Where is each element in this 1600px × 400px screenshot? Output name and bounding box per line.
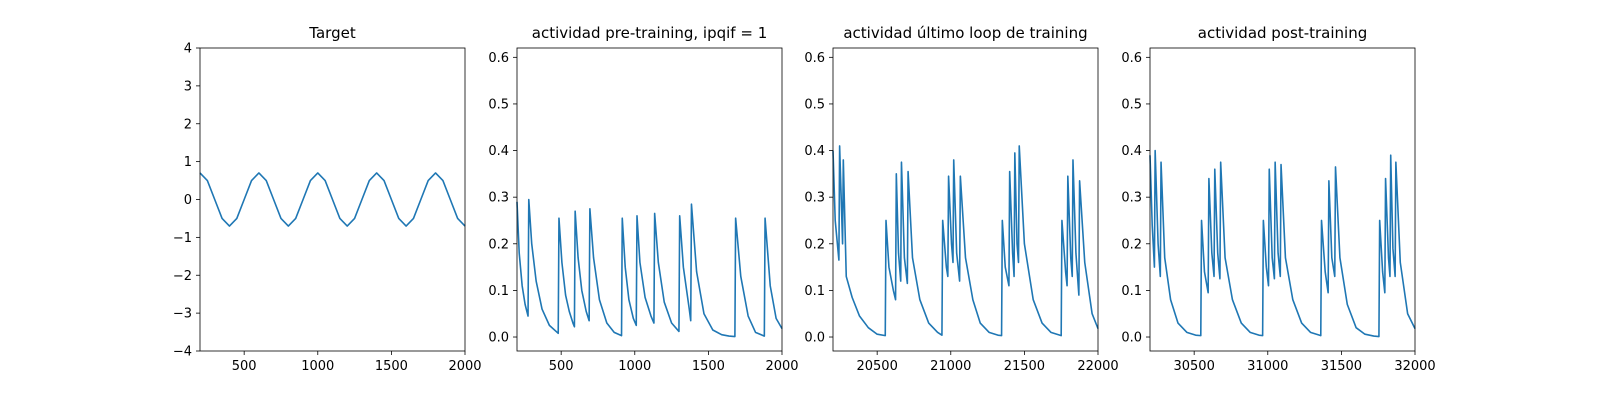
y-tick-label: 0.1 <box>1121 284 1142 299</box>
y-tick-label: 0.6 <box>804 51 825 66</box>
y-tick-label: 0.0 <box>488 331 509 346</box>
y-tick-label: 0.0 <box>804 331 825 346</box>
x-tick-label: 21500 <box>1004 359 1045 374</box>
series-line-1 <box>516 198 783 338</box>
axes-frame <box>832 47 1099 352</box>
y-tick-label: 0.6 <box>488 51 509 66</box>
x-tick-label: 500 <box>232 359 257 374</box>
x-tick-label: 32000 <box>1394 359 1435 374</box>
y-tick-label: 0.2 <box>488 237 509 252</box>
x-tick-label: 500 <box>549 359 574 374</box>
y-tick-label: 3 <box>184 79 192 94</box>
y-tick-label: −1 <box>173 231 192 246</box>
y-tick-label: 0.1 <box>804 284 825 299</box>
x-tick-label: 22000 <box>1077 359 1118 374</box>
y-tick-label: 0.3 <box>488 191 509 206</box>
subplot-2: 500 1000 1500 2000 0.0 0.1 0.2 0.3 0.4 0.5 0.6 acti… <box>488 24 798 374</box>
y-tick-label: 2 <box>184 117 192 132</box>
x-tick-label: 1000 <box>618 359 651 374</box>
x-tick-label: 1000 <box>301 359 334 374</box>
series-line-1 <box>1149 149 1416 338</box>
y-tick-label: −3 <box>173 307 192 322</box>
series-line-1 <box>199 172 466 227</box>
y-tick-label: −2 <box>173 269 192 284</box>
series-line-1 <box>832 145 1099 337</box>
y-tick-label: 0.1 <box>488 284 509 299</box>
x-tick-label: 30500 <box>1173 359 1214 374</box>
x-tick-label: 31000 <box>1247 359 1288 374</box>
y-tick-label: 0.4 <box>488 144 509 159</box>
y-tick-label: −4 <box>173 345 192 360</box>
y-tick-label: 0.4 <box>1121 144 1142 159</box>
y-tick-label: 0.6 <box>1121 51 1142 66</box>
x-tick-label: 31500 <box>1321 359 1362 374</box>
chart-title: actividad pre-training, ipqif = 1 <box>532 24 768 42</box>
axes-frame <box>516 47 783 352</box>
x-tick-label: 1500 <box>375 359 408 374</box>
chart-title: Target <box>308 24 356 42</box>
y-tick-label: 0.3 <box>1121 191 1142 206</box>
y-tick-label: 0 <box>184 193 192 208</box>
y-tick-label: 0.3 <box>804 191 825 206</box>
y-tick-label: 0.5 <box>488 97 509 112</box>
y-tick-label: 4 <box>184 42 192 57</box>
chart-title: actividad último loop de training <box>843 24 1087 42</box>
chart-title: actividad post-training <box>1198 24 1367 42</box>
axes-frame <box>1149 47 1416 352</box>
x-tick-label: 1500 <box>692 359 725 374</box>
subplot-3: 20500 21000 21500 22000 0.0 0.1 0.2 0.3 0.4 0.5 0.… <box>804 24 1118 374</box>
y-tick-label: 0.0 <box>1121 331 1142 346</box>
x-tick-label: 2000 <box>765 359 798 374</box>
x-tick-label: 21000 <box>930 359 971 374</box>
y-tick-label: 1 <box>184 155 192 170</box>
y-tick-label: 0.4 <box>804 144 825 159</box>
y-tick-label: 0.2 <box>1121 237 1142 252</box>
y-tick-label: 0.5 <box>1121 97 1142 112</box>
x-tick-label: 20500 <box>856 359 897 374</box>
y-tick-label: 0.2 <box>804 237 825 252</box>
subplot-4: 30500 31000 31500 32000 0.0 0.1 0.2 0.3 0.4 0.5 0.… <box>1121 24 1435 374</box>
x-tick-label: 2000 <box>448 359 481 374</box>
y-tick-label: 0.5 <box>804 97 825 112</box>
subplot-1: 500 1000 1500 2000 −4 −3 −2 −1 0 1 2 3 4 Target <box>173 24 482 374</box>
